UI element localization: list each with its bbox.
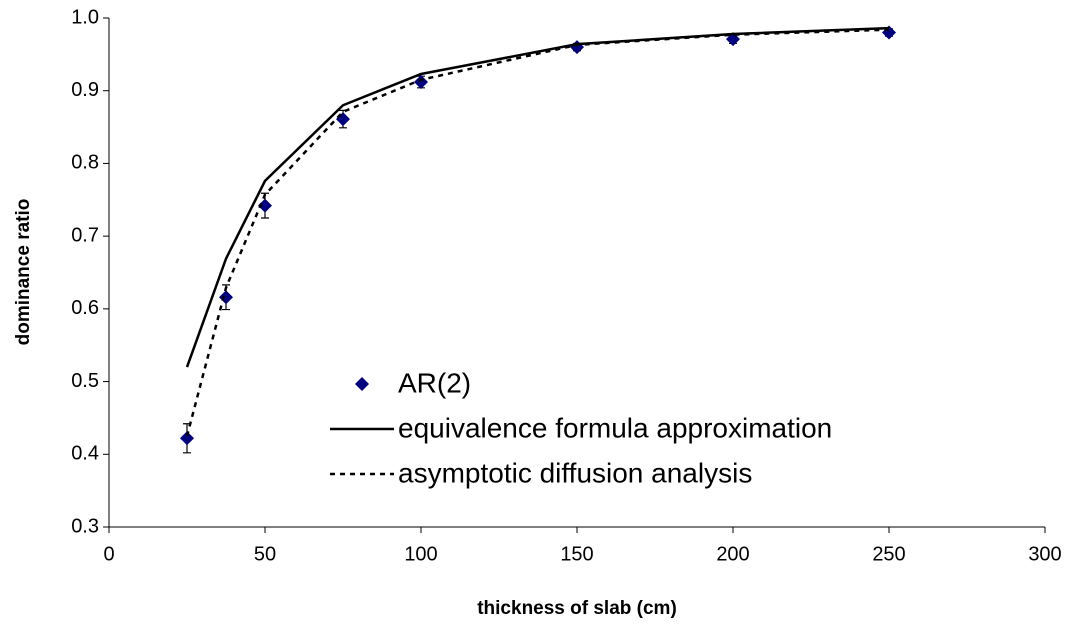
data-point [570,40,584,55]
x-tick-label: 300 [1028,543,1061,565]
x-tick-label: 50 [254,543,276,565]
data-point [414,74,428,89]
y-axis-title: dominance ratio [13,199,34,346]
x-tick-label: 200 [716,543,749,565]
y-tick-label: 0.8 [71,152,99,174]
data-point [258,198,272,213]
data-point [219,290,233,305]
data-point [336,112,350,127]
y-tick-label: 0.9 [71,79,99,101]
y-tick-label: 0.6 [71,297,99,319]
x-axis-title: thickness of slab (cm) [477,598,677,619]
y-tick-label: 0.3 [71,515,99,537]
x-tick-label: 150 [560,543,593,565]
legend-marker [355,377,369,391]
data-point [180,431,194,446]
series-line [185,26,890,368]
y-tick-label: 0.5 [71,370,99,392]
y-tick-label: 1.0 [71,6,99,28]
y-tick-label: 0.4 [71,443,99,465]
y-tick-label: 0.7 [71,224,99,246]
x-tick-label: 250 [872,543,905,565]
x-tick-label: 100 [404,543,437,565]
legend-label: AR(2) [398,367,471,398]
series-line [185,28,890,437]
x-tick-label: 0 [103,543,114,565]
legend-label: equivalence formula approximation [398,412,832,443]
legend-label: asymptotic diffusion analysis [398,457,752,488]
